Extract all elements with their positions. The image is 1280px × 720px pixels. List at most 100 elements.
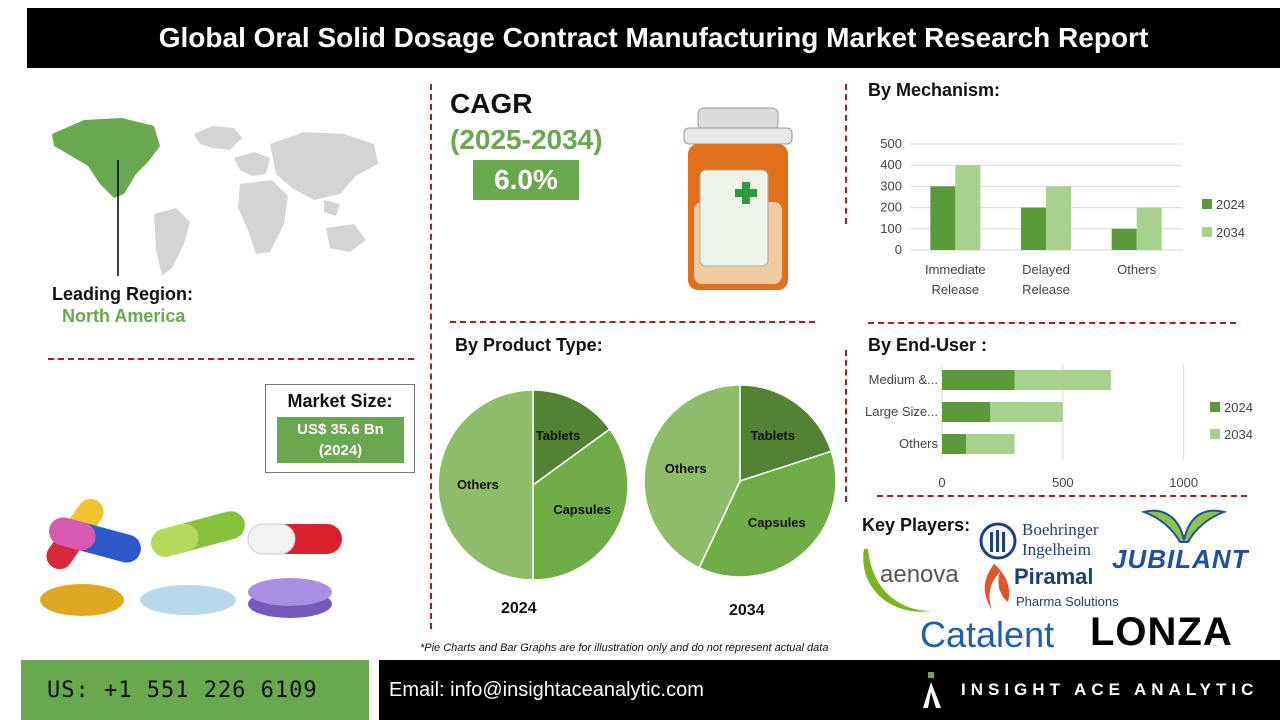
capsule-pink-blue-icon [49, 517, 141, 563]
piramal-logo: Piramal Pharma Solutions [978, 562, 1128, 614]
bar-2034 [1046, 186, 1071, 250]
legend-label: 2024 [1224, 400, 1253, 415]
asia-shape [270, 132, 378, 200]
footer-email[interactable]: Email: info@insightaceanalytic.com [379, 660, 899, 720]
pie-label-capsules: Capsules [553, 502, 611, 517]
pie-label-tablets: Tablets [750, 428, 795, 443]
y-tick-label: 400 [880, 157, 902, 172]
x-tick-label: Immediate [925, 262, 986, 277]
divider-right-bottom [877, 495, 1247, 497]
footer-brand: INSIGHT ACE ANALYTIC [899, 660, 1280, 720]
y-tick-label: 0 [895, 242, 902, 257]
legend-swatch-2034 [1202, 227, 1212, 237]
y-tick-label: 300 [880, 178, 902, 193]
x-tick-label: Release [931, 282, 979, 297]
x-tick-label: 0 [938, 475, 945, 490]
aenova-logo: aenova [858, 545, 976, 617]
southeast-asia-shape [324, 200, 340, 216]
market-size-amount: US$ 35.6 Bn [297, 421, 384, 438]
x-tick-label: 500 [1052, 475, 1074, 490]
y-tick-label: 100 [880, 221, 902, 236]
end-user-title: By End-User : [868, 335, 988, 355]
jubilant-name: JUBILANT [1112, 544, 1249, 574]
pie-slice-others [643, 384, 741, 569]
bar-2024 [1021, 207, 1046, 250]
pie-label-tablets: Tablets [536, 428, 581, 443]
jubilant-logo: JUBILANT [1112, 506, 1260, 576]
pie-slice-others [437, 389, 534, 581]
ingelheim-name: Ingelheim [1022, 540, 1091, 559]
footer-phone[interactable]: US: +1 551 226 6109 [21, 660, 369, 720]
divider-right-top [868, 322, 1236, 324]
pie-chart-2034: Tablets Capsules Others [643, 384, 837, 578]
world-map [52, 118, 378, 276]
end-user-bar-chart: 0 500 1000 Medium &... Large Size... Others 20… [865, 364, 1253, 490]
catalent-logo: Catalent [920, 614, 1055, 655]
legend-label: 2034 [1224, 427, 1253, 442]
disclaimer-note: *Pie Charts and Bar Graphs are for illus… [420, 642, 829, 654]
lonza-logo: LONZA [1090, 610, 1233, 654]
leading-region-value: North America [62, 306, 186, 326]
piramal-subtitle: Pharma Solutions [1016, 594, 1119, 609]
market-size-box: Market Size: US$ 35.6 Bn (2024) [265, 384, 415, 473]
market-size-value: US$ 35.6 Bn (2024) [277, 417, 404, 463]
cagr-label: CAGR [450, 88, 533, 119]
pie-2024-year: 2024 [501, 600, 537, 617]
bar-2024 [942, 434, 967, 454]
capsule-green-icon [151, 511, 245, 557]
pie-label-others: Others [457, 477, 499, 492]
product-type-title: By Product Type: [455, 335, 603, 355]
cagr-period: (2025-2034) [450, 124, 603, 155]
piramal-name: Piramal [1014, 564, 1094, 589]
legend-swatch-2024 [1202, 199, 1212, 209]
bar-2034 [1014, 370, 1112, 390]
divider-vertical-right-mid [845, 350, 847, 502]
pill-bottle-icon [683, 107, 793, 290]
capsule-white-red-icon [247, 523, 342, 555]
piramal-flame-icon [984, 564, 1010, 610]
aenova-swoosh-icon [863, 549, 932, 612]
legend-label: 2024 [1216, 197, 1245, 212]
divider-center [450, 321, 815, 323]
divider-vertical-left [430, 84, 432, 629]
y-tick-label: 200 [880, 200, 902, 215]
jubilant-emblem-icon [1140, 509, 1228, 543]
cagr-value: 6.0% [473, 160, 579, 200]
tablet-blue-icon [140, 585, 236, 615]
mechanism-bar-chart: 0 100 200 300 400 500 Immediate Release Delayed R… [880, 136, 1245, 297]
key-players-title: Key Players: [862, 515, 971, 535]
bar-2034 [966, 434, 1015, 454]
market-size-year: (2024) [318, 442, 363, 459]
bar-2034 [990, 402, 1063, 422]
aenova-name: aenova [880, 561, 959, 588]
bar-2024 [930, 186, 956, 250]
market-size-label: Market Size: [287, 391, 393, 411]
boehringer-emblem-icon [979, 522, 1017, 560]
pie-label-others: Others [665, 461, 707, 476]
bar-2024 [942, 370, 1015, 390]
boehringer-name: Boehringer [1022, 520, 1099, 539]
north-america-shape [52, 118, 160, 198]
pie-slice-capsules [532, 428, 629, 581]
pills-illustration [40, 498, 342, 618]
greenland-shape [194, 126, 242, 150]
leading-region-label: Leading Region: [52, 284, 193, 304]
page-title: Global Oral Solid Dosage Contract Manufa… [27, 8, 1280, 68]
pie-slice-capsules [698, 450, 837, 578]
pie-slice-tablets [532, 389, 611, 487]
pie-chart-2024: Tablets Capsules Others [437, 389, 629, 581]
bar-2024 [942, 402, 991, 422]
y-tick-label: Large Size... [865, 404, 938, 419]
legend-swatch-2034 [1210, 429, 1220, 439]
softgel-icon [40, 584, 124, 616]
boehringer-logo: Boehringer Ingelheim [978, 520, 1113, 562]
x-tick-label: Release [1022, 282, 1070, 297]
y-tick-label: 500 [880, 136, 902, 151]
pie-2034-year: 2034 [729, 602, 765, 619]
x-tick-label: Delayed [1022, 262, 1070, 277]
x-tick-label: 1000 [1169, 475, 1198, 490]
y-tick-label: Medium &... [869, 372, 938, 387]
pie-slice-tablets [739, 384, 833, 483]
divider-left [48, 358, 414, 360]
south-america-shape [154, 208, 190, 276]
